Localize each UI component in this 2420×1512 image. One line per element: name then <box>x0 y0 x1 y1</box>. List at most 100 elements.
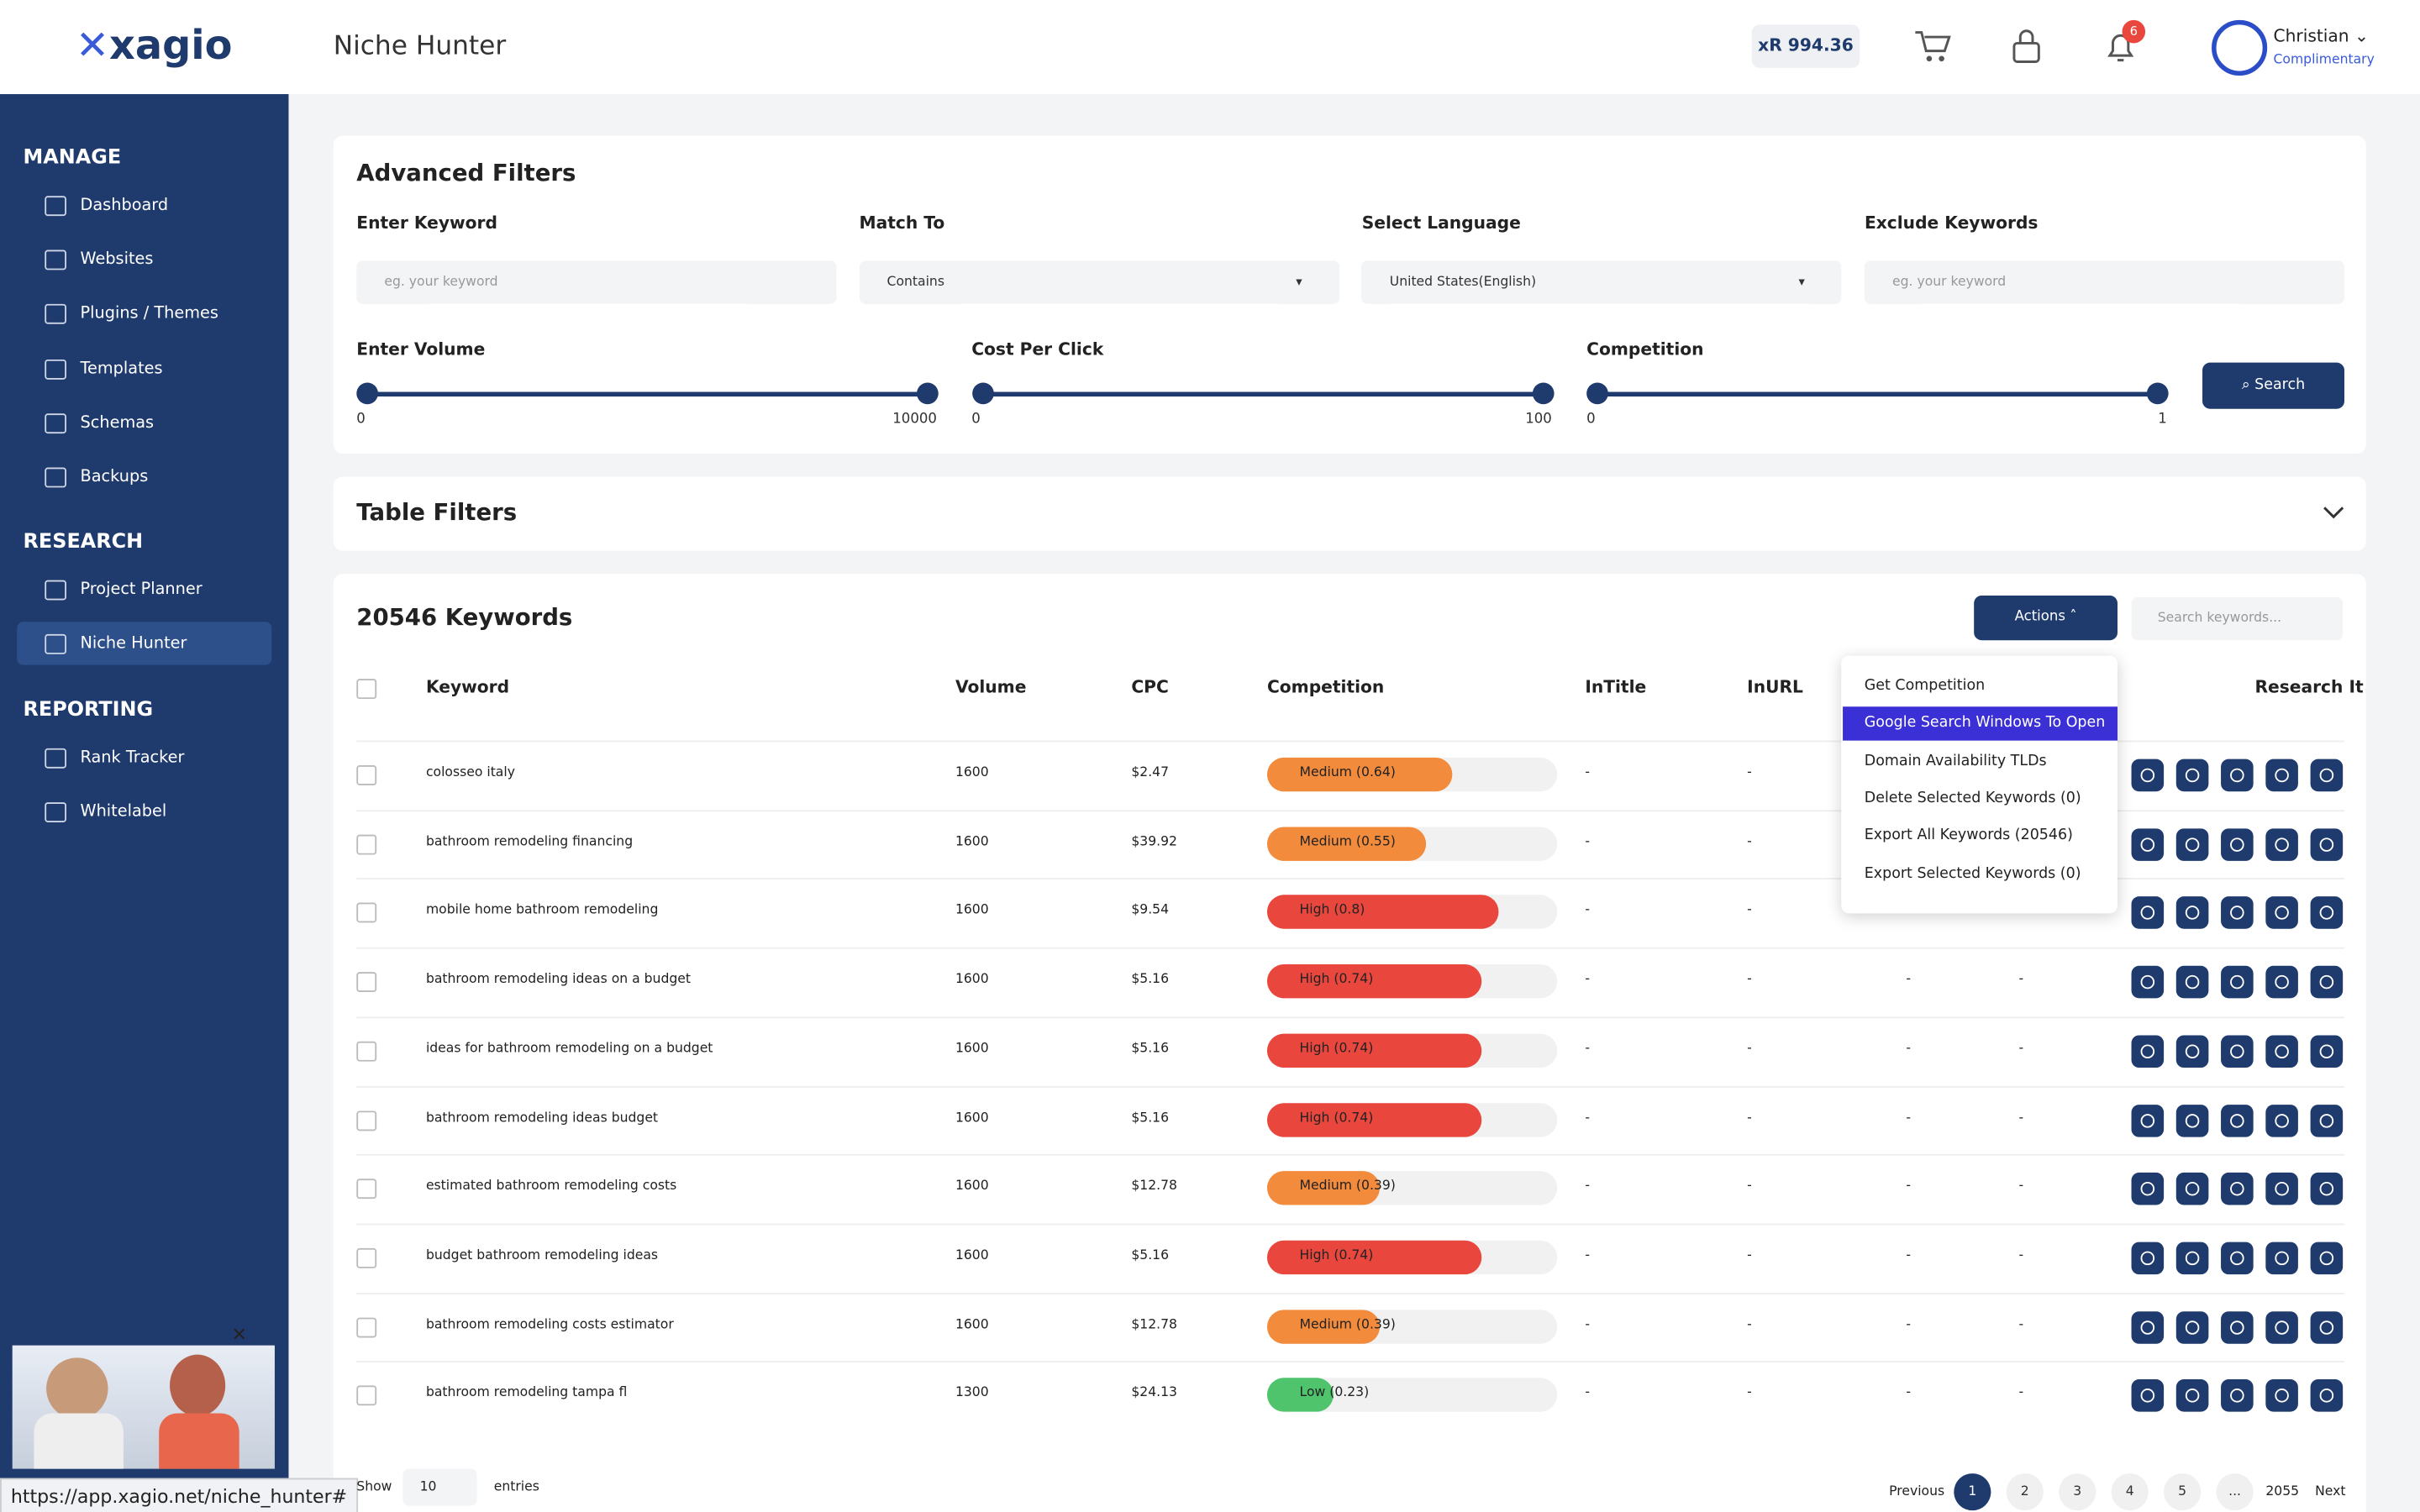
nav-item[interactable]: Project Planner <box>17 568 271 611</box>
nav-item[interactable]: Backups <box>17 455 271 498</box>
research-icon[interactable] <box>2221 1104 2254 1137</box>
checkbox[interactable] <box>356 1385 377 1406</box>
column-header[interactable]: Keyword <box>425 677 510 698</box>
video-overlay[interactable]: ✕ <box>12 1324 275 1469</box>
research-icon[interactable] <box>2265 1035 2298 1068</box>
menu-item[interactable]: Export All Keywords (20546) <box>1864 827 2073 845</box>
cart-icon[interactable] <box>1914 28 1951 65</box>
research-icon[interactable] <box>2310 896 2344 930</box>
research-icon[interactable] <box>2265 1310 2298 1344</box>
lock-icon[interactable] <box>2009 28 2043 65</box>
research-icon[interactable] <box>2265 965 2298 999</box>
research-icon[interactable] <box>2310 1173 2344 1205</box>
checkbox[interactable] <box>356 1179 377 1200</box>
research-icon[interactable] <box>2175 1310 2209 1344</box>
research-icon[interactable] <box>2175 1104 2209 1137</box>
research-icon[interactable] <box>2310 965 2344 999</box>
research-icon[interactable] <box>2131 1173 2165 1205</box>
menu-item[interactable]: Get Competition <box>1864 677 1986 695</box>
page-link[interactable]: Next <box>2315 1483 2346 1500</box>
research-icon[interactable] <box>2221 1173 2254 1205</box>
research-icon[interactable] <box>2221 1310 2254 1344</box>
research-icon[interactable] <box>2265 1379 2298 1413</box>
research-icon[interactable] <box>2131 1104 2165 1137</box>
field-input[interactable]: eg. your keyword <box>1864 260 2345 304</box>
nav-item[interactable]: Whitelabel <box>17 790 271 833</box>
checkbox[interactable] <box>356 903 377 924</box>
menu-item[interactable]: Delete Selected Keywords (0) <box>1864 790 2081 807</box>
research-icon[interactable] <box>2221 759 2254 792</box>
column-header[interactable]: Research It <box>2254 677 2364 698</box>
research-icon[interactable] <box>2221 1242 2254 1274</box>
checkbox[interactable] <box>356 1110 377 1131</box>
slider-handle[interactable] <box>1586 382 1608 405</box>
table-filters-card[interactable] <box>333 476 2366 551</box>
page-link[interactable]: 3 <box>2059 1473 2096 1511</box>
research-icon[interactable] <box>2265 896 2298 930</box>
research-icon[interactable] <box>2221 896 2254 930</box>
research-icon[interactable] <box>2265 1242 2298 1274</box>
slider-handle[interactable] <box>2146 382 2169 405</box>
slider-handle[interactable] <box>917 382 939 405</box>
nav-item[interactable]: Plugins / Themes <box>17 292 271 335</box>
research-icon[interactable] <box>2175 1035 2209 1068</box>
actions-button[interactable]: Actions ˄ <box>1974 595 2118 641</box>
nav-item[interactable]: Websites <box>17 238 271 281</box>
page-link[interactable]: 5 <box>2164 1473 2202 1511</box>
research-icon[interactable] <box>2265 1104 2298 1137</box>
slider-handle[interactable] <box>356 382 379 405</box>
column-header[interactable]: InTitle <box>1585 677 1647 698</box>
research-icon[interactable] <box>2131 1035 2165 1068</box>
research-icon[interactable] <box>2265 827 2298 861</box>
checkbox[interactable] <box>356 679 377 700</box>
research-icon[interactable] <box>2221 827 2254 861</box>
menu-item[interactable]: Export Selected Keywords (0) <box>1864 864 2081 882</box>
research-icon[interactable] <box>2175 965 2209 999</box>
table-search[interactable]: Search keywords... <box>2131 596 2344 641</box>
checkbox[interactable] <box>356 1041 377 1062</box>
research-icon[interactable] <box>2131 1379 2165 1413</box>
research-icon[interactable] <box>2131 1242 2165 1274</box>
research-icon[interactable] <box>2310 759 2344 792</box>
avatar[interactable] <box>2212 19 2268 76</box>
research-icon[interactable] <box>2131 896 2165 930</box>
research-icon[interactable] <box>2175 1173 2209 1205</box>
nav-item[interactable]: Templates <box>17 347 271 390</box>
search-button[interactable]: ⌕ Search <box>2202 362 2345 409</box>
page-link[interactable]: 2 <box>2006 1473 2044 1511</box>
column-header[interactable]: CPC <box>1131 677 1169 698</box>
nav-item[interactable]: Niche Hunter <box>17 622 272 665</box>
checkbox[interactable] <box>356 834 377 854</box>
entries-select[interactable]: 10 <box>402 1468 477 1506</box>
research-icon[interactable] <box>2175 827 2209 861</box>
logo[interactable]: ✕xagio <box>76 23 233 70</box>
nav-item[interactable]: Schemas <box>17 401 271 444</box>
research-icon[interactable] <box>2221 1035 2254 1068</box>
research-icon[interactable] <box>2221 1379 2254 1413</box>
research-icon[interactable] <box>2310 1379 2344 1413</box>
research-icon[interactable] <box>2310 1310 2344 1344</box>
page-link[interactable]: Previous <box>1889 1483 1945 1500</box>
page-link[interactable]: 1 <box>1954 1473 1991 1511</box>
column-header[interactable]: Volume <box>955 677 1027 698</box>
checkbox[interactable] <box>356 765 377 785</box>
field-input[interactable]: United States(English) ▾ <box>1361 260 1842 304</box>
page-link[interactable]: 4 <box>2111 1473 2149 1511</box>
research-icon[interactable] <box>2310 1104 2344 1137</box>
research-icon[interactable] <box>2265 759 2298 792</box>
page-link[interactable]: 2055 <box>2265 1483 2300 1500</box>
checkbox[interactable] <box>356 972 377 993</box>
research-icon[interactable] <box>2310 1242 2344 1274</box>
field-input[interactable]: Contains ▾ <box>859 260 1339 304</box>
column-header[interactable]: InURL <box>1747 677 1803 698</box>
page-link[interactable]: ... <box>2216 1473 2254 1511</box>
research-icon[interactable] <box>2131 759 2165 792</box>
research-icon[interactable] <box>2175 1379 2209 1413</box>
field-input[interactable]: eg. your keyword <box>356 260 837 304</box>
research-icon[interactable] <box>2131 827 2165 861</box>
research-icon[interactable] <box>2175 896 2209 930</box>
research-icon[interactable] <box>2310 827 2344 861</box>
slider-handle[interactable] <box>1531 382 1554 405</box>
bell-icon[interactable] <box>2102 28 2139 65</box>
research-icon[interactable] <box>2175 759 2209 792</box>
